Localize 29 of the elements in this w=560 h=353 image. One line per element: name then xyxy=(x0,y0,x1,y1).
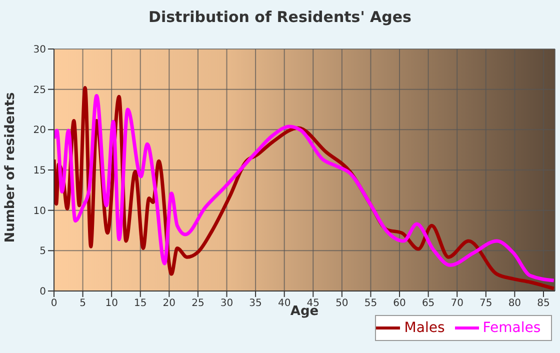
x-tick-label: 40 xyxy=(278,298,291,310)
x-axis-title: Age xyxy=(290,304,319,319)
x-tick-label: 15 xyxy=(134,298,147,310)
x-tick-label: 25 xyxy=(192,298,204,310)
y-tick-label: 20 xyxy=(33,125,46,136)
x-tick-label: 30 xyxy=(220,298,234,310)
x-tick-label: 60 xyxy=(393,298,406,310)
x-tick-label: 65 xyxy=(422,298,435,310)
x-tick-label: 50 xyxy=(336,298,348,310)
x-tick-label: 85 xyxy=(537,298,550,310)
x-tick-label: 55 xyxy=(364,298,378,310)
x-tick-label: 35 xyxy=(249,298,262,310)
chart-title: Distribution of Residents' Ages xyxy=(148,8,412,26)
x-tick-label: 5 xyxy=(80,298,86,310)
y-tick-label: 30 xyxy=(33,44,46,56)
x-tick-label: 75 xyxy=(480,298,492,310)
y-axis-title: Number of residents xyxy=(2,92,18,243)
y-tick-label: 0 xyxy=(40,286,46,298)
x-tick-label: 0 xyxy=(50,298,58,310)
x-tick-label: 10 xyxy=(105,298,118,310)
legend-label: Females xyxy=(482,320,541,336)
y-tick-label: 10 xyxy=(33,206,46,217)
y-tick-label: 15 xyxy=(33,166,46,177)
legend-label: Males xyxy=(404,320,445,336)
x-tick-label: 80 xyxy=(508,298,522,310)
x-tick-label: 20 xyxy=(162,298,176,310)
y-tick-label: 25 xyxy=(33,84,46,96)
y-tick-label: 5 xyxy=(40,246,46,258)
x-tick-label: 70 xyxy=(450,298,464,310)
